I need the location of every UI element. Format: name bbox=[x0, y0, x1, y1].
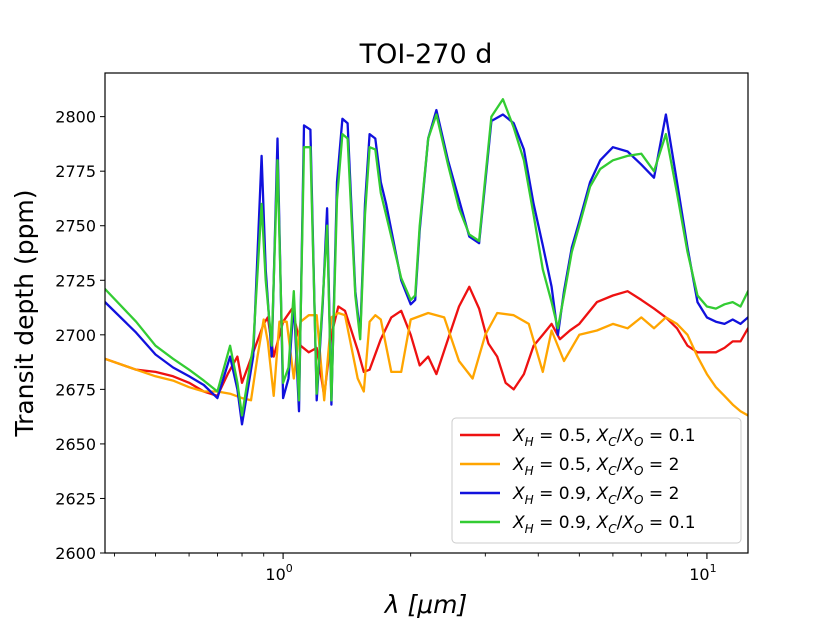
y-tick-label: 2700 bbox=[55, 326, 96, 345]
y-tick-label: 2725 bbox=[55, 271, 96, 290]
y-tick-label: 2675 bbox=[55, 380, 96, 399]
legend-label: XH = 0.5, XC/XO = 0.1 bbox=[512, 426, 696, 449]
y-tick-group: 2600 2625 2650 2675 2700 2725 2750 2775 2800 bbox=[55, 108, 105, 563]
y-tick-label: 2600 bbox=[55, 544, 96, 563]
legend-label: XH = 0.9, XC/XO = 0.1 bbox=[512, 513, 696, 536]
legend-box bbox=[451, 417, 742, 544]
x-tick-label: 101 bbox=[689, 562, 716, 584]
series-group bbox=[105, 98, 748, 426]
legend-label: XH = 0.5, XC/XO = 2 bbox=[512, 455, 679, 478]
legend-label: XH = 0.9, XC/XO = 2 bbox=[512, 484, 679, 507]
y-tick-label: 2750 bbox=[55, 217, 96, 236]
series-line-2 bbox=[105, 311, 748, 417]
y-axis-label: Transit depth (ppm) bbox=[10, 189, 39, 437]
y-tick-label: 2650 bbox=[55, 435, 96, 454]
plot-area-frame bbox=[104, 72, 749, 554]
legend: XH = 0.5, XC/XO = 0.1 XH = 0.5, XC/XO = 2… bbox=[451, 417, 742, 544]
x-axis-label: λ [μm] bbox=[383, 590, 468, 619]
x-tick-label: 100 bbox=[265, 562, 292, 584]
chart-title: TOI-270 d bbox=[359, 39, 493, 70]
y-tick-label: 2775 bbox=[55, 162, 96, 181]
y-tick-label: 2800 bbox=[55, 108, 96, 127]
series-line-1 bbox=[105, 285, 748, 398]
x-tick-group: 100 101 bbox=[113, 553, 717, 584]
y-tick-label: 2625 bbox=[55, 489, 96, 508]
series-line-4 bbox=[105, 98, 748, 417]
